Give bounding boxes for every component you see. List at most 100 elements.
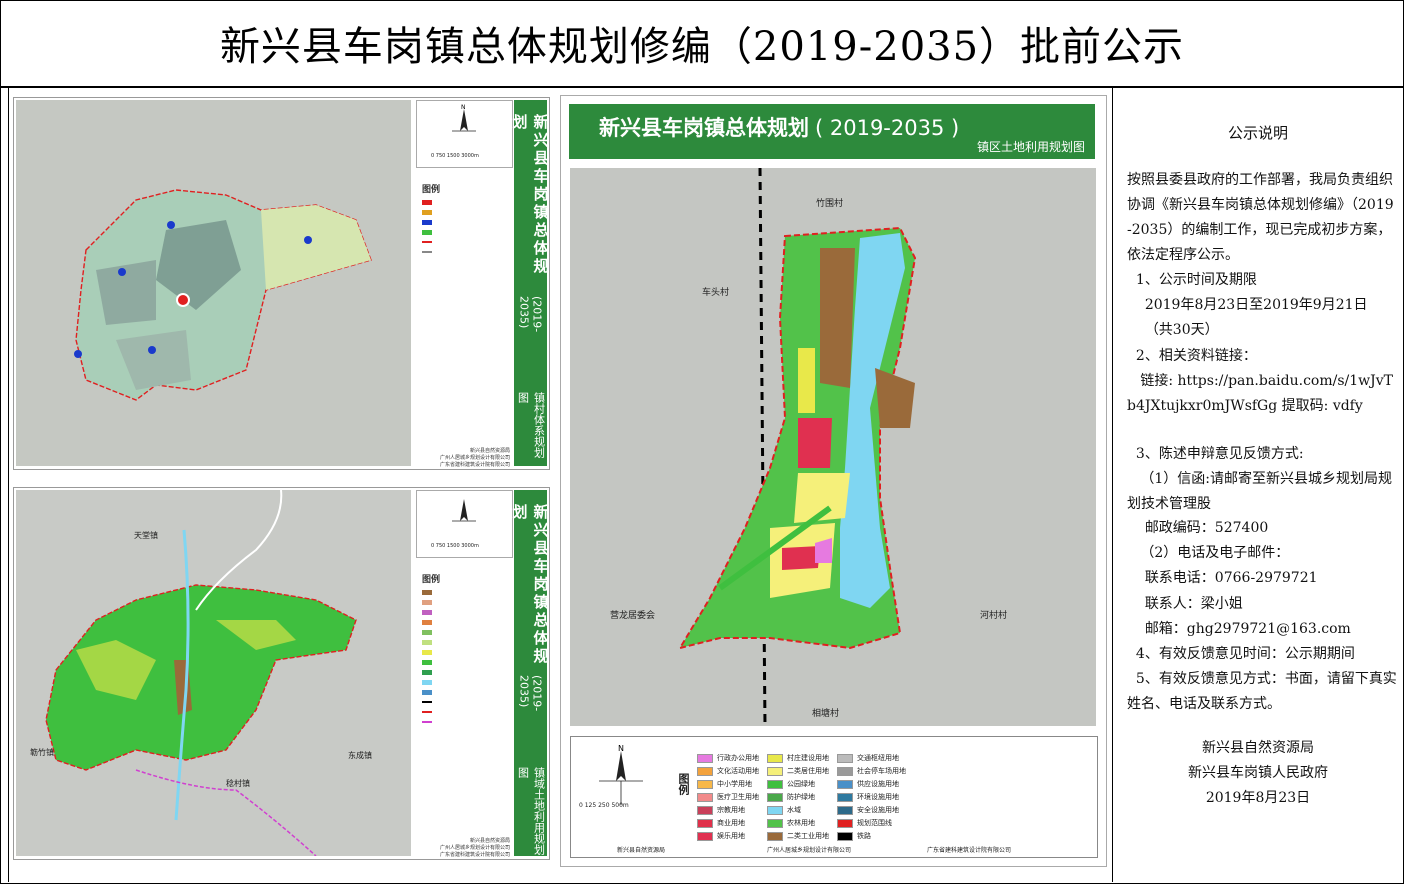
sign-org-2: 新兴县车岗镇人民政府 — [1188, 765, 1328, 781]
main-map-year: ( 2019-2035 ) — [815, 116, 960, 140]
svg-text:N: N — [461, 104, 466, 111]
map-label-tiantang: 天堂镇 — [134, 531, 158, 540]
town-landuse-map: 竹围村 车头村 营龙居委会 河村村 相塘村 — [570, 168, 1096, 726]
legend-item: 社会停车场用地 — [837, 766, 906, 776]
main-map-legend: N 0 125 250 500m 图例 行政办公用地 文化活动用地 中小学用地 医疗卫… — [570, 736, 1098, 858]
legend-item: 文化活动用地 — [697, 766, 759, 776]
legend-item: 水域 — [767, 805, 801, 815]
legend-swatch — [837, 753, 853, 763]
village-legend: 图例 — [416, 178, 511, 448]
village-center-marker-3 — [74, 350, 82, 358]
compass-scale-box: 0 750 1500 3000m — [416, 490, 513, 558]
notice-paragraph: （共30天） — [1127, 322, 1219, 338]
notice-paragraph: 邮政编码：527400 — [1127, 520, 1269, 536]
industrial-east — [875, 368, 915, 428]
legend-label: 社会停车场用地 — [857, 767, 906, 775]
legend-item: 防护绿地 — [767, 792, 815, 802]
divider-right — [1112, 86, 1113, 882]
place-label-yinglong: 营龙居委会 — [610, 611, 656, 621]
north-arrow-icon: N — [599, 744, 643, 805]
legend-swatch — [767, 831, 783, 841]
notice-paragraph: 联系电话：0766-2979721 — [1127, 570, 1318, 586]
svg-text:N: N — [618, 744, 624, 753]
legend-label: 供应设施用地 — [857, 780, 899, 788]
north-arrow-icon — [452, 499, 476, 522]
main-map-title: 新兴县车岗镇总体规划 — [599, 116, 809, 140]
county-boundary — [135, 769, 317, 856]
sign-date: 2019年8月23日 — [1205, 790, 1311, 806]
highway — [195, 490, 283, 611]
legend-label: 公园绿地 — [787, 780, 815, 788]
legend-swatch — [837, 818, 853, 828]
township-map-side-title: 新兴县车岗镇总体规划 (2019-2035) 镇域土地利用规划图 — [511, 490, 549, 856]
notice-paragraph: 按照县委县政府的工作部署，我局负责组织协调《新兴县车岗镇总体规划修编》（2019… — [1127, 172, 1394, 263]
village-center-marker-5 — [167, 221, 175, 229]
village-center-marker-2 — [118, 268, 126, 276]
legend-item: 环境设施用地 — [837, 792, 899, 802]
township-landuse-map-panel: 簕竹镇 东成镇 稔村镇 天堂镇 0 750 1500 3000m 图例 新兴县自… — [13, 487, 550, 860]
protective-greenbelt — [718, 505, 832, 591]
notice-paragraph: 链接: https://pan.baidu.com/s/1wJvTb4JXtuj… — [1127, 373, 1393, 414]
village-map-side-title: 新兴县车岗镇总体规划 (2019-2035) 镇村体系规划图 — [511, 100, 549, 466]
legend-swatch — [837, 779, 853, 789]
village-system-map-svg — [16, 100, 411, 466]
notice-paragraph: 联系人：梁小姐 — [1127, 596, 1243, 612]
legend-label: 中小学用地 — [717, 780, 752, 788]
notice-panel: 公示说明 按照县委县政府的工作部署，我局负责组织协调《新兴县车岗镇总体规划修编》… — [1117, 96, 1399, 876]
region-center — [156, 220, 241, 310]
legend-swatch — [767, 766, 783, 776]
map-label-rencun: 稔村镇 — [226, 779, 250, 788]
notice-paragraph: 4、有效反馈意见时间：公示期期间 — [1127, 646, 1355, 662]
legend-label: 防护绿地 — [787, 793, 815, 801]
legend-swatch — [697, 779, 713, 789]
legend-item: 行政办公用地 — [697, 753, 759, 763]
legend-label: 文化活动用地 — [717, 767, 759, 775]
legend-item: 中小学用地 — [697, 779, 752, 789]
legend-title: 图例 — [422, 575, 441, 585]
region-south — [116, 330, 191, 390]
river — [174, 529, 190, 821]
legend-item: 安全设施用地 — [837, 805, 899, 815]
cropland-west — [76, 640, 156, 700]
legend-swatch — [697, 831, 713, 841]
legend-item: 交通枢纽用地 — [837, 753, 899, 763]
notice-paragraph: 3、陈述申辩意见反馈方式: — [1127, 446, 1304, 462]
legend-label: 村庄建设用地 — [787, 754, 829, 762]
legend-label: 安全设施用地 — [857, 806, 899, 814]
region-east — [261, 205, 371, 290]
legend-label: 医疗卫生用地 — [717, 793, 759, 801]
scale-bar: 0 750 1500 3000m — [431, 543, 479, 549]
legend-swatch — [767, 753, 783, 763]
township-landuse-map-svg — [16, 490, 411, 856]
legend-swatch — [767, 818, 783, 828]
notice-paragraph: 5、有效反馈意见方式：书面，请留下真实姓名、电话及联系方式。 — [1127, 671, 1397, 712]
legend-item: 规划范围线 — [837, 818, 892, 828]
legend-label: 水域 — [787, 806, 801, 814]
region-west — [96, 260, 156, 325]
legend-label: 二类工业用地 — [787, 832, 829, 840]
legend-swatch — [697, 792, 713, 802]
credit-3: 广东省建科建筑设计院有限公司 — [927, 847, 1012, 854]
credits-block: 新兴县自然资源局 广州人居城乡规划设计有限公司 广东省建科建筑设计院有限公司 — [439, 838, 510, 858]
legend-item: 农林用地 — [767, 818, 815, 828]
village-center-marker-4 — [148, 346, 156, 354]
map-label-dongcheng: 东成镇 — [348, 751, 372, 760]
notice-paragraph: 邮箱：ghg2979721@163.com — [1127, 621, 1351, 637]
legend-item: 铁路 — [837, 831, 871, 841]
commercial-center — [798, 418, 832, 468]
sign-org-1: 新兴县自然资源局 — [1202, 740, 1314, 756]
legend-swatch — [767, 792, 783, 802]
legend-label: 宗教用地 — [717, 806, 745, 814]
village-center-marker-1 — [304, 236, 312, 244]
legend-item: 村庄建设用地 — [767, 753, 829, 763]
place-label-hecun: 河村村 — [980, 611, 1008, 621]
credit-1: 新兴县自然资源局 — [617, 847, 666, 854]
legend-swatch — [837, 805, 853, 815]
scale-bar: 0 750 1500 3000m — [431, 153, 479, 159]
notice-paragraph: 2019年8月23日至2019年9月21日 — [1127, 297, 1368, 313]
legend-item: 医疗卫生用地 — [697, 792, 759, 802]
legend-label: 交通枢纽用地 — [857, 754, 899, 762]
legend-swatch — [767, 805, 783, 815]
village-system-map-panel: N 0 750 1500 3000m 图例 新兴县自然资源局 广州人居城乡规划设… — [13, 97, 550, 470]
scale-bar: 0 125 250 500m — [579, 802, 629, 809]
